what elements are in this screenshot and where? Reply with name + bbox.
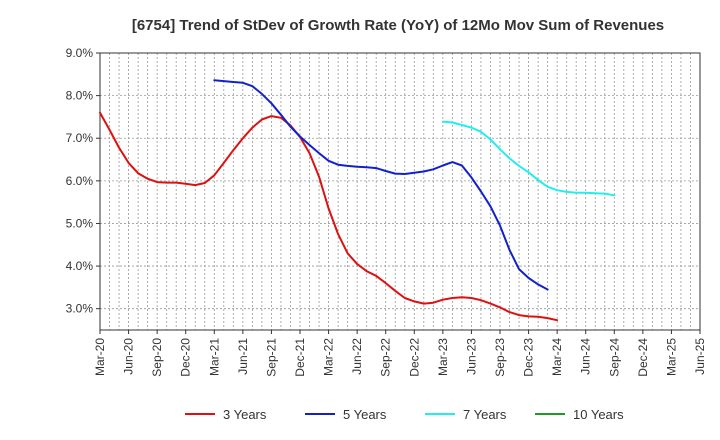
x-tick-label: Jun-24 (579, 338, 593, 375)
x-tick-label: Sep-24 (607, 338, 621, 377)
x-tick-label: Jun-21 (236, 338, 250, 375)
x-tick-label: Mar-25 (664, 338, 678, 376)
legend: 3 Years 5 Years 7 Years 10 Years (185, 407, 624, 422)
x-tick-label: Sep-20 (150, 338, 164, 377)
x-tick-label: Mar-21 (207, 338, 221, 376)
x-tick-label: Mar-23 (436, 338, 450, 376)
chart-title: [6754] Trend of StDev of Growth Rate (Yo… (132, 17, 664, 34)
x-tick-label: Mar-20 (93, 338, 107, 376)
x-tick-label: Dec-24 (636, 338, 650, 377)
y-tick-label: 5.0% (66, 216, 94, 230)
x-tick-label: Mar-24 (550, 338, 564, 376)
x-tick-label: Jun-22 (350, 338, 364, 375)
y-axis-ticks: 3.0% 4.0% 5.0% 6.0% 7.0% 8.0% 9.0% (66, 46, 100, 316)
y-tick-label: 4.0% (66, 259, 94, 273)
legend-label-3-years: 3 Years (223, 407, 267, 422)
y-tick-label: 8.0% (66, 89, 94, 103)
y-tick-label: 9.0% (66, 46, 94, 60)
x-tick-label: Dec-23 (522, 338, 536, 377)
x-tick-label: Dec-22 (407, 338, 421, 377)
y-tick-label: 6.0% (66, 174, 94, 188)
series-line-7-years (441, 120, 616, 197)
series-line-5-years (213, 79, 549, 291)
x-tick-label: Mar-22 (322, 338, 336, 376)
legend-label-5-years: 5 Years (343, 407, 387, 422)
grid (100, 52, 700, 330)
x-tick-label: Sep-23 (493, 338, 507, 377)
x-tick-label: Sep-22 (379, 338, 393, 377)
x-axis-ticks: Mar-20 Jun-20 Sep-20 Dec-20 Mar-21 Jun-21 Sep-… (93, 330, 707, 377)
x-tick-label: Jun-20 (122, 338, 136, 375)
series-lines (99, 79, 616, 322)
x-tick-label: Dec-20 (179, 338, 193, 377)
plot-frame (99, 52, 701, 331)
legend-label-7-years: 7 Years (463, 407, 507, 422)
y-tick-label: 3.0% (66, 302, 94, 316)
x-tick-label: Jun-25 (693, 338, 707, 375)
x-tick-label: Jun-23 (464, 338, 478, 375)
y-tick-label: 7.0% (66, 131, 94, 145)
series-line-3-years (99, 111, 559, 322)
legend-label-10-years: 10 Years (573, 407, 624, 422)
x-tick-label: Sep-21 (264, 338, 278, 377)
x-tick-label: Dec-21 (293, 338, 307, 377)
